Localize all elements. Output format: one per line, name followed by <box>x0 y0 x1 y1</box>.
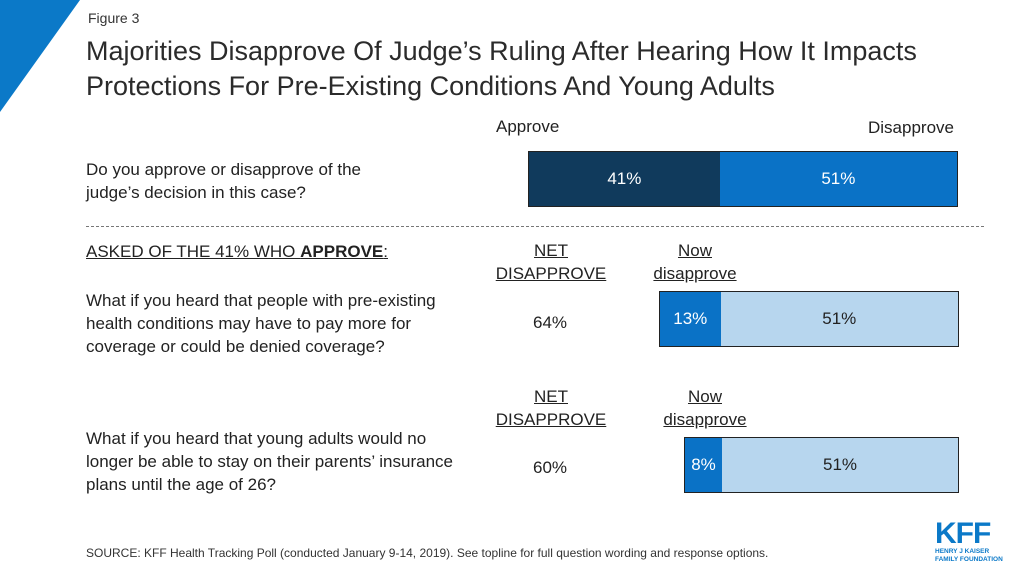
bar-label-now-disapprove: 8% <box>691 455 716 474</box>
bar-segment-now-disapprove: 13% <box>660 292 721 346</box>
net-disapprove-value-1: 64% <box>532 313 568 332</box>
kff-logo: KFF HENRY J KAISER FAMILY FOUNDATION <box>935 517 1015 564</box>
bar-label-disapprove: 51% <box>822 309 857 328</box>
now-disapprove-header-2: Now disapprove <box>650 385 760 431</box>
corner-accent-triangle <box>0 0 80 112</box>
main-stacked-bar: 41% 51% <box>528 151 958 207</box>
bar-label-now-disapprove: 13% <box>673 309 708 328</box>
followup-intro-suffix: : <box>383 242 388 261</box>
followup-intro-emphasis: APPROVE <box>300 242 384 261</box>
source-note: SOURCE: KFF Health Tracking Poll (conduc… <box>86 546 769 560</box>
bar-label-approve: 41% <box>607 169 642 188</box>
logo-line1: HENRY J KAISER <box>935 548 990 555</box>
net-disapprove-value-2: 60% <box>532 458 568 477</box>
bar-label-disapprove: 51% <box>822 455 858 474</box>
bar-label-disapprove: 51% <box>821 169 856 188</box>
bar-segment-approve: 41% <box>529 152 720 206</box>
logo-main: KFF <box>935 517 991 550</box>
section-divider <box>86 226 984 227</box>
followup-intro-prefix: ASKED OF THE 41% WHO <box>86 242 301 261</box>
bar-segment-disapprove: 51% <box>720 292 958 346</box>
main-question: Do you approve or disapprove of the judg… <box>86 160 362 202</box>
followup-stacked-bar-1: 13% 51% <box>659 291 959 347</box>
now-disapprove-header-1: Now disapprove <box>640 239 750 285</box>
logo-line2: FAMILY FOUNDATION <box>935 556 1003 563</box>
approve-header: Approve <box>496 117 560 136</box>
now-header-line1: Now <box>677 241 712 260</box>
net-header-line2: DISAPPROVE <box>495 264 607 283</box>
bar-segment-now-disapprove: 8% <box>685 438 723 492</box>
net-disapprove-header-2: NET DISAPPROVE <box>486 385 616 431</box>
figure-label: Figure 3 <box>88 10 140 26</box>
bar-segment-disapprove: 51% <box>722 438 958 492</box>
followup-intro: ASKED OF THE 41% WHO APPROVE: <box>86 240 388 263</box>
followup-question-2: What if you heard that young adults woul… <box>86 429 453 494</box>
now-header-line1: Now <box>687 387 722 406</box>
followup-stacked-bar-2: 8% 51% <box>684 437 959 493</box>
now-header-line2: disapprove <box>653 264 737 283</box>
bar-segment-disapprove: 51% <box>719 152 957 206</box>
chart-title: Majorities Disapprove Of Judge’s Ruling … <box>86 36 917 101</box>
now-header-line2: disapprove <box>663 410 747 429</box>
net-header-line1: NET <box>534 241 568 260</box>
net-disapprove-header-1: NET DISAPPROVE <box>486 239 616 285</box>
net-header-line1: NET <box>534 387 568 406</box>
net-header-line2: DISAPPROVE <box>495 410 607 429</box>
followup-question-1: What if you heard that people with pre-e… <box>86 291 436 356</box>
disapprove-header: Disapprove <box>868 118 954 137</box>
